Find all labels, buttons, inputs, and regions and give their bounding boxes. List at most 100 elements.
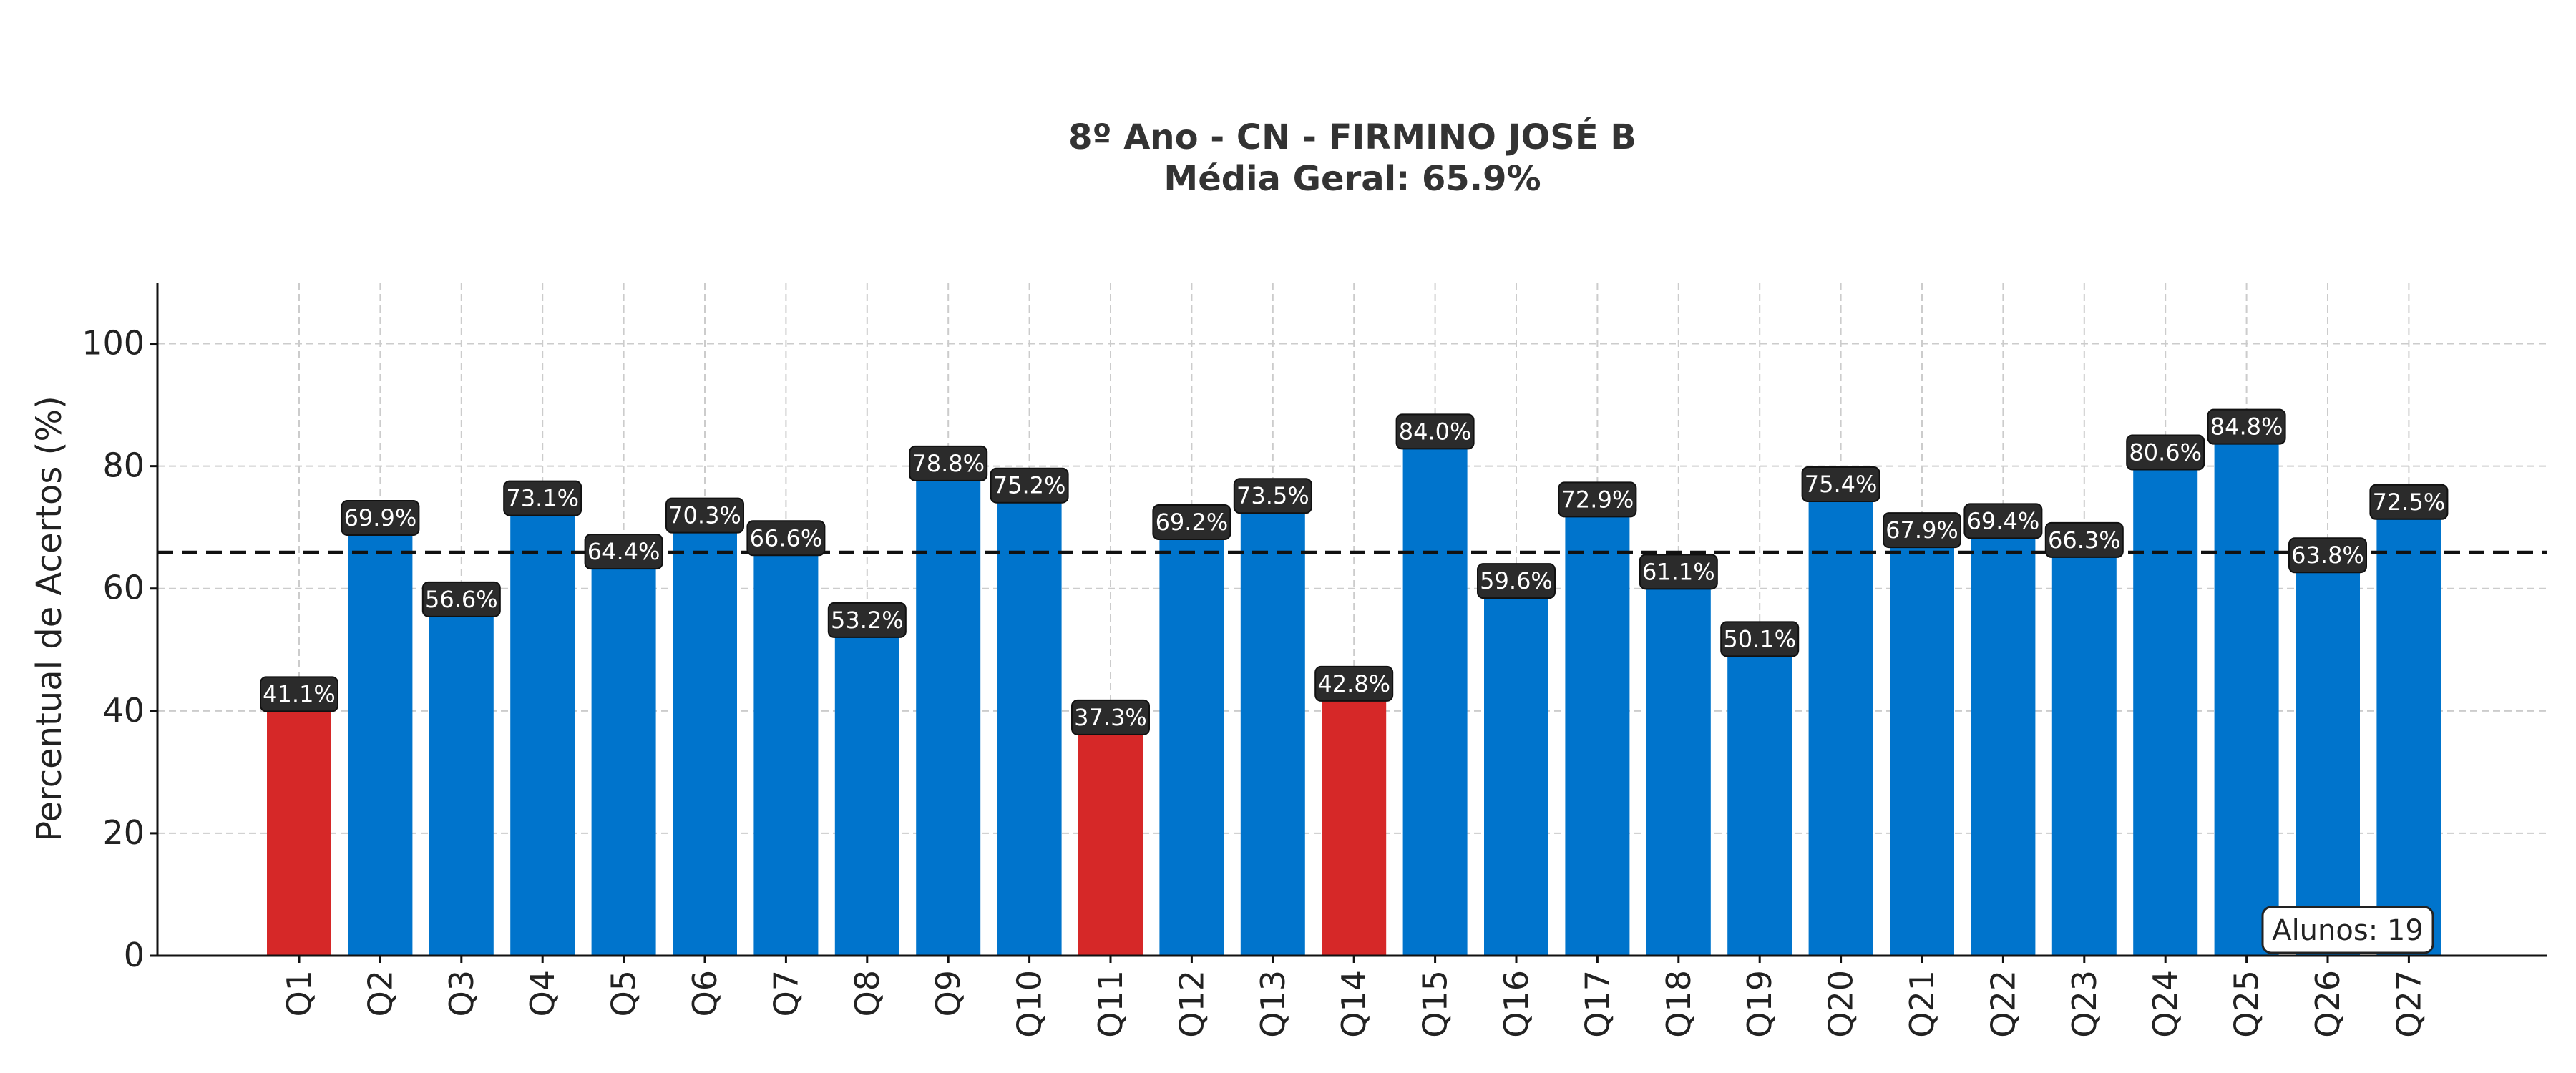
data-label-box <box>990 467 1069 504</box>
y-axis-label: Percentual de Acertos (%) <box>29 396 69 841</box>
bar-q2 <box>348 528 413 956</box>
bar-q11 <box>1078 727 1143 956</box>
bar-q3 <box>429 609 494 956</box>
students-count-badge: Alunos: 19 <box>2261 906 2434 954</box>
chart-subtitle: Média Geral: 65.9% <box>1163 159 1541 199</box>
data-label-box <box>1071 699 1150 735</box>
data-label: 84.8% <box>2210 413 2283 441</box>
data-label: 69.2% <box>1156 509 1229 536</box>
bar-q20 <box>1808 494 1873 956</box>
y-tick-label: 40 <box>102 691 145 730</box>
bar-q7 <box>753 548 819 956</box>
data-label: 64.4% <box>587 538 660 565</box>
bar-q8 <box>834 629 899 956</box>
data-label: 84.0% <box>1399 418 1472 445</box>
x-tick-label: Q1 <box>280 970 318 1016</box>
x-tick-label: Q18 <box>1659 970 1698 1038</box>
x-tick-label: Q12 <box>1172 970 1211 1038</box>
data-label: 73.5% <box>1236 482 1309 509</box>
y-tick-label: 60 <box>102 569 145 607</box>
y-tick-label: 100 <box>82 324 145 363</box>
bar-q21 <box>1890 540 1954 956</box>
data-label-box <box>2207 408 2286 445</box>
x-tick-label: Q15 <box>1416 970 1455 1038</box>
bar-q26 <box>2296 565 2360 956</box>
x-tick-label: Q6 <box>686 970 724 1016</box>
data-label-box <box>1639 554 1718 590</box>
data-label-box <box>1233 478 1312 514</box>
data-label: 41.1% <box>263 680 336 707</box>
data-label: 69.9% <box>344 504 417 531</box>
bars <box>267 436 2441 956</box>
data-label-box <box>503 480 582 516</box>
data-label-box <box>1314 665 1394 702</box>
bar-q27 <box>2376 511 2441 956</box>
data-label-box <box>2044 521 2124 558</box>
data-label-box <box>1558 481 1637 518</box>
data-label-box <box>1801 466 1880 502</box>
x-tick-label: Q7 <box>766 970 805 1016</box>
x-tick-label: Q19 <box>1740 970 1779 1038</box>
data-label: 37.3% <box>1074 704 1147 731</box>
x-tick-label: Q16 <box>1497 970 1536 1038</box>
data-label-box <box>584 534 663 570</box>
x-tick-label: Q9 <box>929 970 967 1016</box>
x-tick-label: Q25 <box>2228 970 2266 1038</box>
x-tick-label: Q24 <box>2146 970 2185 1038</box>
bar-q24 <box>2133 462 2198 956</box>
data-label-box <box>1395 413 1475 450</box>
x-tick-label: Q2 <box>361 970 399 1016</box>
data-label-box <box>665 497 744 534</box>
x-tick-label: Q26 <box>2308 970 2347 1038</box>
x-tick-label: Q23 <box>2065 970 2104 1038</box>
data-label: 69.4% <box>1967 507 2040 534</box>
data-label: 66.3% <box>2048 526 2121 554</box>
x-tick-label: Q20 <box>1822 970 1860 1038</box>
data-label: 42.8% <box>1317 670 1390 697</box>
bar-q1 <box>267 704 331 956</box>
bar-q17 <box>1565 509 1630 956</box>
students-count-box <box>2261 906 2434 954</box>
x-tick-label: Q11 <box>1091 970 1130 1038</box>
data-labels: 41.1% 69.9% 56.6% 73.1% 64.4% 70.3% 66.6% 53.2%… <box>260 408 2449 735</box>
students-count-text: Alunos: 19 <box>2272 914 2424 947</box>
bar-q4 <box>510 508 575 956</box>
tick-labels: 0 20 40 60 80 100 Q1 Q2 Q3 Q4 Q5 Q6 Q7 Q8 Q9 Q10 Q11 Q12 Q… <box>82 324 2428 1038</box>
data-label: 63.8% <box>2291 542 2364 569</box>
bar-q16 <box>1484 591 1548 956</box>
data-label: 72.9% <box>1561 486 1634 513</box>
data-label: 56.6% <box>425 586 498 613</box>
data-label: 70.3% <box>668 502 741 529</box>
data-label: 59.6% <box>1480 567 1553 594</box>
data-label-box <box>1963 503 2043 539</box>
data-label-box <box>909 445 988 481</box>
chart-title: 8º Ano - CN - FIRMINO JOSÉ B <box>1068 117 1636 157</box>
bar-q6 <box>673 525 737 956</box>
data-label-box <box>260 676 338 712</box>
x-tick-label: Q22 <box>1984 970 2022 1038</box>
y-tick-label: 20 <box>102 813 145 852</box>
bar-q9 <box>916 473 981 956</box>
x-tick-label: Q4 <box>523 970 562 1016</box>
x-tick-label: Q8 <box>848 970 887 1016</box>
data-label: 67.9% <box>1885 516 1958 544</box>
bar-q15 <box>1402 441 1468 956</box>
data-label-box <box>1883 512 1961 549</box>
data-label: 75.2% <box>993 472 1066 499</box>
bar-q22 <box>1971 531 2036 956</box>
data-label: 61.1% <box>1642 558 1715 585</box>
data-label-box <box>827 602 907 638</box>
data-label-box <box>746 520 826 557</box>
data-label: 75.4% <box>1805 471 1878 498</box>
data-label: 78.8% <box>912 450 985 477</box>
y-tick-label: 0 <box>124 936 145 974</box>
axes <box>150 283 2547 963</box>
data-label-box <box>2288 537 2367 574</box>
bar-q18 <box>1646 582 1711 956</box>
x-tick-label: Q14 <box>1335 970 1373 1038</box>
bar-q10 <box>997 495 1062 956</box>
bar-q19 <box>1727 649 1792 956</box>
bar-q13 <box>1240 506 1305 956</box>
x-tick-label: Q10 <box>1010 970 1049 1038</box>
